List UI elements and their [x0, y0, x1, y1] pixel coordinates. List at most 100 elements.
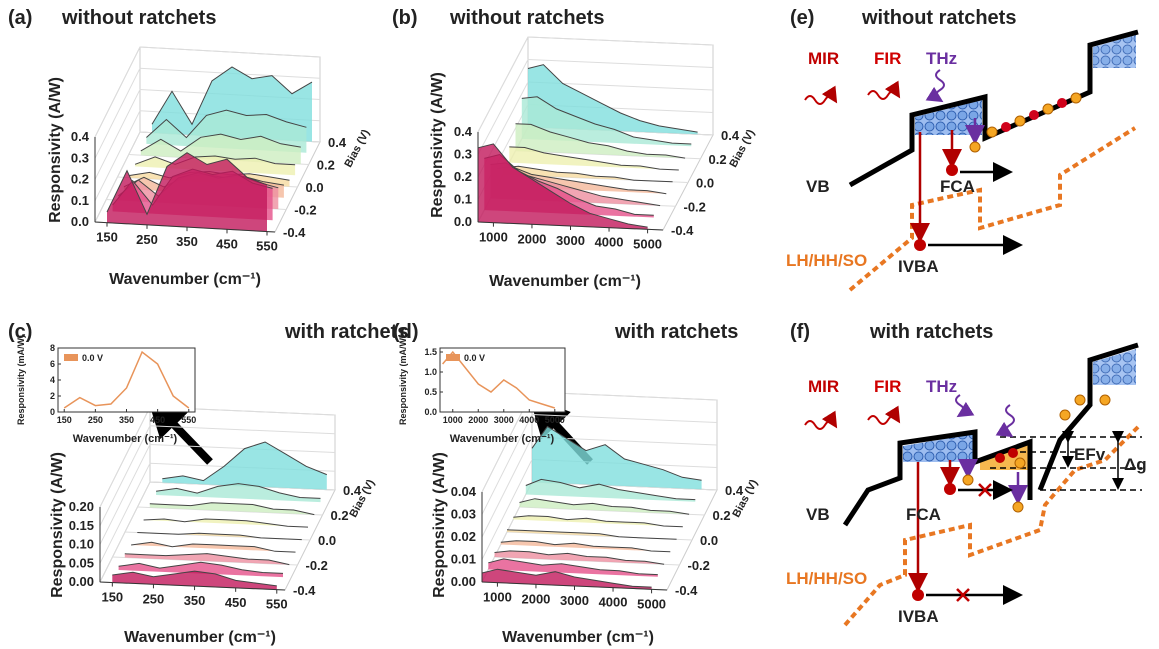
diagram-f: (f) with ratchets MIR FIR THz VB FCA LH/…: [786, 321, 1147, 627]
carriers: [995, 394, 1111, 469]
spectrum-line: [515, 123, 686, 159]
x-axis-label: Wavenumber (cm⁻¹): [450, 433, 555, 445]
label-mir: MIR: [808, 49, 839, 68]
carriers: [986, 92, 1082, 138]
x-tick-label: 2000: [521, 591, 550, 606]
spectrum-line: [134, 155, 296, 166]
y-tick-label: 0.02: [451, 529, 476, 544]
vb-band: [1037, 342, 1139, 491]
panel-label: (a): [8, 7, 32, 29]
spectrum-fill: [513, 515, 683, 527]
electron: [912, 589, 924, 601]
y-tick-label: 0.4: [71, 129, 90, 144]
panel-label: (c): [8, 321, 32, 343]
x-tick-label: 1000: [443, 415, 463, 425]
x-tick-label: 2000: [468, 415, 488, 425]
spectrum-fill: [482, 569, 652, 590]
panel-label: (f): [790, 321, 810, 343]
z-grid-line: [112, 556, 298, 566]
x-tick-label: 5000: [633, 236, 662, 251]
spectrum-line: [500, 540, 671, 553]
z-tick-label: 0.2: [713, 508, 731, 523]
z-tick-label: 0.0: [700, 533, 718, 548]
spectrum-fill: [503, 166, 673, 182]
spectrum-fill: [143, 519, 308, 528]
plot-frame: [439, 347, 566, 413]
photon: [955, 394, 975, 418]
z-tick-label: -0.2: [306, 558, 328, 573]
spectrum-line: [118, 561, 284, 574]
x-axis-label: Wavenumber (cm⁻¹): [124, 629, 276, 646]
photon: [867, 405, 901, 425]
z-tick-label: 0.0: [318, 533, 336, 548]
spectrum-fill: [112, 571, 277, 590]
x-tick-label: 250: [136, 232, 158, 247]
electron: [914, 239, 926, 251]
panel-label: (e): [790, 7, 814, 29]
grid-line: [99, 425, 336, 527]
x-tick-label: 5000: [545, 415, 565, 425]
spectrum-fill: [107, 152, 267, 232]
hole-cluster: [1093, 349, 1136, 385]
z-tick-label: 0.2: [317, 158, 335, 173]
spectrum-fill: [509, 146, 679, 170]
x-tick-label: 450: [216, 236, 238, 251]
x-tick-label: 350: [176, 234, 198, 249]
x-tick-label: 3000: [556, 233, 585, 248]
spectrum-fill: [494, 550, 665, 565]
chart-title: with ratchets: [614, 321, 738, 343]
x-tick-label: 150: [57, 415, 72, 425]
diagram-e: (e) without ratchets MIR FIR THz VB FCA …: [786, 7, 1139, 292]
z-grid-line: [494, 556, 680, 566]
hole: [962, 474, 974, 486]
z-tick-label: -0.4: [675, 583, 698, 598]
y-tick-label: 0.20: [69, 499, 94, 514]
pointer-arrow: [146, 396, 213, 465]
y-tick-label: 0.03: [451, 507, 476, 522]
x-tick-label: 350: [119, 415, 134, 425]
blocked-mark: [956, 483, 992, 602]
y-tick-label: 0.5: [424, 387, 437, 397]
grid-line: [94, 46, 321, 138]
lh-band: [848, 126, 1137, 292]
y-axis-label: Responsivity (A/W): [431, 452, 448, 598]
label-bands: LH/HH/SO: [786, 251, 867, 270]
grid-line: [94, 67, 321, 159]
z-tick-label: -0.2: [294, 203, 316, 218]
hole: [969, 141, 981, 153]
photon: [995, 404, 1015, 438]
grid-line: [481, 413, 718, 515]
y-tick-label: 1.5: [424, 347, 437, 357]
x-axis-label: Wavenumber (cm⁻¹): [109, 271, 261, 288]
spectrum-line: [151, 66, 313, 126]
label-mir: MIR: [808, 377, 839, 396]
z-axis-label: Bias (V): [342, 127, 372, 169]
x-tick-label: 4000: [599, 595, 628, 610]
x-axis-label: Wavenumber (cm⁻¹): [489, 273, 641, 290]
label-dg: Δg: [1124, 455, 1147, 474]
z-grid-line: [137, 506, 323, 516]
y-axis-label: Responsivity (A/W): [47, 77, 64, 223]
z-tick-label: -0.2: [688, 558, 710, 573]
z-tick-label: -0.4: [293, 583, 316, 598]
x-tick-label: 550: [256, 239, 278, 254]
grid-line: [477, 36, 714, 133]
z-grid-line: [519, 506, 705, 516]
chart-title: without ratchets: [61, 7, 216, 29]
plot-frame: [57, 347, 196, 413]
grid-line: [481, 436, 718, 538]
y-tick-label: 1.0: [424, 367, 437, 377]
spectrum-line: [519, 498, 690, 515]
spectrum-fill: [162, 442, 327, 490]
x-tick-label: 450: [150, 415, 165, 425]
y-axis-label: Responsivity (mA/W): [398, 335, 408, 425]
y-tick-label: 0.04: [451, 484, 477, 499]
spectrum-line: [124, 553, 290, 566]
z-tick-label: 0.0: [696, 176, 714, 191]
y-tick-label: 0.2: [454, 169, 472, 184]
y-tick-label: 0.3: [71, 150, 89, 165]
photon: [925, 69, 945, 103]
electron: [946, 164, 958, 176]
label-fca: FCA: [906, 505, 941, 524]
